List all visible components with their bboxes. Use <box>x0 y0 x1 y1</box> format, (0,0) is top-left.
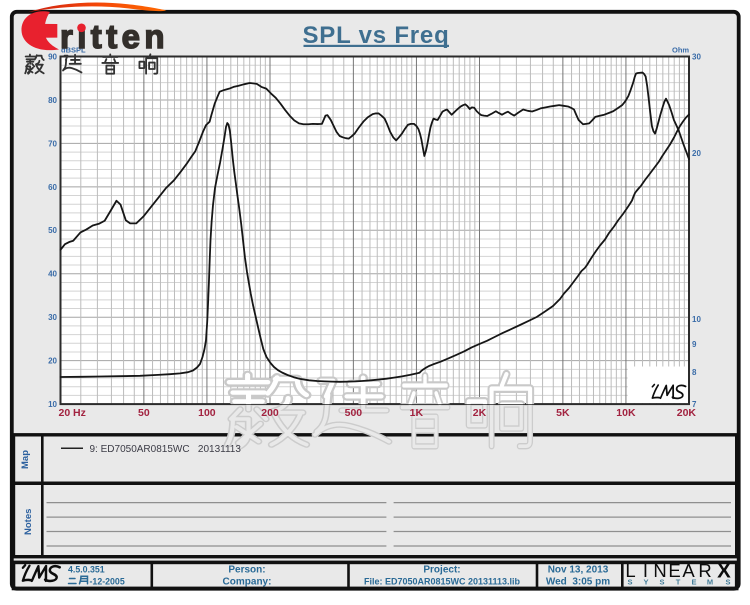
svg-text:4.5.0.351: 4.5.0.351 <box>68 565 105 575</box>
svg-text:100: 100 <box>198 407 216 419</box>
svg-text:7: 7 <box>692 400 697 409</box>
svg-text:80: 80 <box>48 96 57 105</box>
svg-text:500: 500 <box>345 407 363 419</box>
svg-text:E: E <box>691 578 696 587</box>
svg-text:8: 8 <box>692 368 697 377</box>
svg-text:S: S <box>627 578 632 587</box>
svg-text:30: 30 <box>48 313 57 322</box>
svg-text:9: 9 <box>692 340 697 349</box>
svg-text:70: 70 <box>48 139 57 148</box>
svg-text:20K: 20K <box>677 407 697 419</box>
svg-text:10K: 10K <box>616 407 636 419</box>
svg-text:L: L <box>625 560 635 581</box>
svg-text:M: M <box>707 578 713 587</box>
svg-text:200: 200 <box>261 407 279 419</box>
svg-text:Hz: Hz <box>73 407 86 419</box>
svg-text:2K: 2K <box>473 407 487 419</box>
svg-text:N: N <box>653 560 666 581</box>
svg-text:50: 50 <box>138 407 150 419</box>
svg-text:SPL vs Freq: SPL vs Freq <box>302 22 449 49</box>
svg-text:30: 30 <box>692 52 701 61</box>
svg-text:5K: 5K <box>556 407 570 419</box>
svg-text:T: T <box>676 578 681 587</box>
svg-text:40: 40 <box>48 270 57 279</box>
svg-text:File: ED7050AR0815WC 20131113.: File: ED7050AR0815WC 20131113.lib <box>364 577 521 587</box>
svg-text:R: R <box>698 560 711 581</box>
svg-text:S: S <box>725 578 730 587</box>
svg-text:50: 50 <box>48 226 57 235</box>
svg-text:90: 90 <box>48 52 57 61</box>
svg-text:A: A <box>682 560 695 581</box>
svg-text:20: 20 <box>59 407 71 419</box>
svg-text:20: 20 <box>692 149 701 158</box>
svg-text:10: 10 <box>692 315 701 324</box>
svg-text:Ohm: Ohm <box>672 45 689 54</box>
svg-text:S: S <box>659 578 664 587</box>
svg-text:1K: 1K <box>410 407 424 419</box>
svg-text:10: 10 <box>48 400 57 409</box>
svg-text:Company:: Company: <box>223 577 272 588</box>
svg-text:Y: Y <box>643 578 648 587</box>
svg-text:dBSPL: dBSPL <box>61 45 86 54</box>
svg-text:9: ED7050AR0815WC 20131113: 9: ED7050AR0815WC 20131113 <box>90 444 242 455</box>
svg-text:Notes: Notes <box>23 509 34 535</box>
svg-text:I: I <box>643 560 648 581</box>
svg-text:-12-2005: -12-2005 <box>90 577 125 587</box>
svg-text:Nov 13, 2013: Nov 13, 2013 <box>548 565 609 576</box>
svg-text:Project:: Project: <box>423 565 460 576</box>
svg-text:X: X <box>717 560 731 583</box>
svg-text:Map: Map <box>20 450 31 469</box>
svg-text:20: 20 <box>48 357 57 366</box>
svg-text:60: 60 <box>48 183 57 192</box>
svg-text:rıtten: rıtten <box>60 18 169 55</box>
svg-text:Person:: Person: <box>228 565 265 576</box>
svg-text:Wed 3:05 pm: Wed 3:05 pm <box>546 577 610 588</box>
svg-text:E: E <box>668 560 680 581</box>
